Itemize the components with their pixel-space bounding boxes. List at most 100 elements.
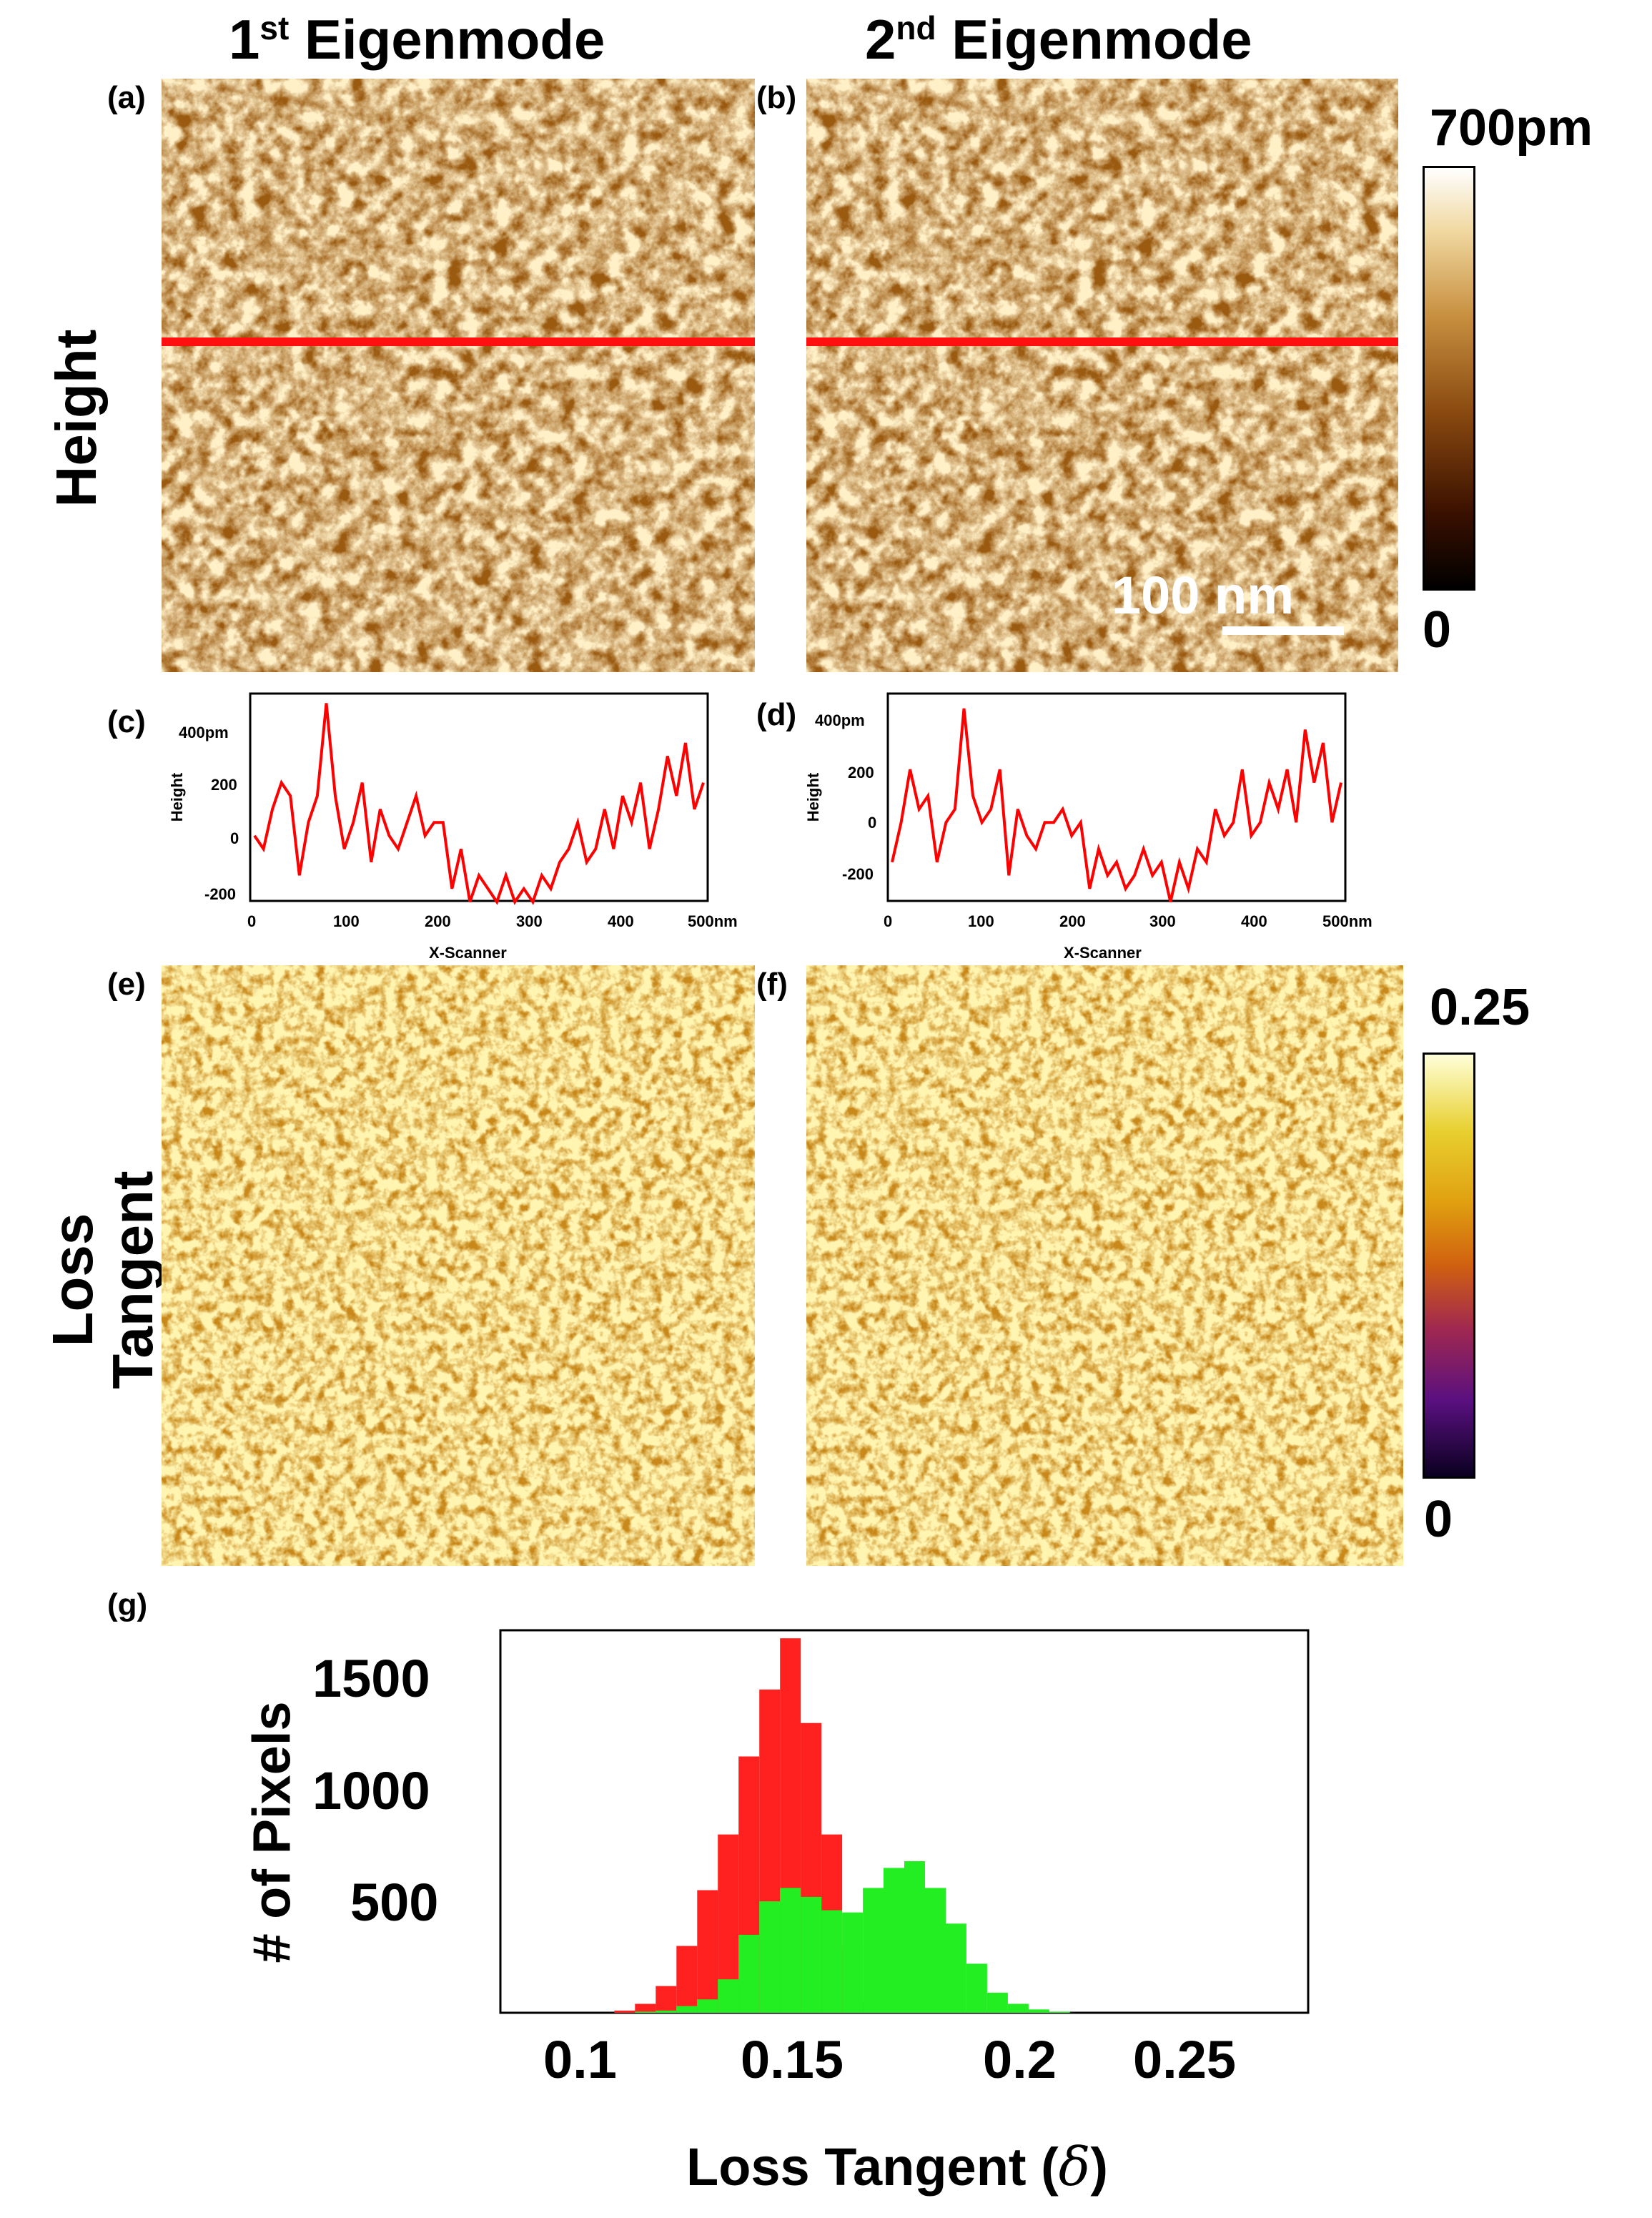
hist-ylabel: # of Pixels <box>242 1701 302 1963</box>
second-title-text: Eigenmode <box>936 8 1252 71</box>
profile-d-ylabel: Height <box>804 772 822 822</box>
profile-c-xtick-100: 100 <box>333 912 360 930</box>
profile-c-line <box>253 703 705 905</box>
hist-xtick-0.2: 0.2 <box>983 2030 1057 2089</box>
hist-bar-second-13 <box>884 1868 904 2013</box>
profile-d-xtick-500: 500nm <box>1322 912 1372 930</box>
panel-label-d: (d) <box>756 697 797 732</box>
hist-ytick-1500: 1500 <box>312 1649 430 1708</box>
loss-colorbar-max: 0.25 <box>1430 979 1530 1036</box>
first-title-text: Eigenmode <box>289 8 605 71</box>
hist-xtick-0.15: 0.15 <box>741 2030 844 2089</box>
first-eigenmode-title: 1st Eigenmode <box>229 7 605 72</box>
profile-line-a <box>162 337 755 346</box>
hist-bar-first-3 <box>676 1946 698 2013</box>
profile-c-ytick-200: 200 <box>211 776 237 794</box>
hist-bar-second-9 <box>801 1896 822 2013</box>
hist-bar-second-6 <box>738 1934 760 2013</box>
profile-d-xtick-100: 100 <box>968 912 994 930</box>
hist-bar-second-1 <box>635 2011 656 2013</box>
loss-tangent-map-f <box>806 965 1403 1566</box>
height-map-b <box>806 79 1398 672</box>
profile-d-xlabel: X-Scanner <box>1064 944 1142 962</box>
profile-d-xtick-300: 300 <box>1149 912 1176 930</box>
profile-d-xtick-200: 200 <box>1059 912 1086 930</box>
height-colorbar-max: 700pm <box>1430 99 1593 157</box>
second-title-number: 2 <box>865 8 896 71</box>
profile-c-xtick-500: 500nm <box>688 912 738 930</box>
histogram-series-second <box>635 1861 1070 2013</box>
hist-bar-second-5 <box>718 1979 739 2013</box>
profile-c-xtick-300: 300 <box>516 912 543 930</box>
profile-c-xtick-400: 400 <box>608 912 634 930</box>
hist-bar-second-3 <box>676 2006 698 2013</box>
profile-c-ytick-400: 400pm <box>179 724 229 741</box>
histogram-g <box>499 1629 1310 2014</box>
hist-xtick-0.1: 0.1 <box>543 2030 617 2089</box>
hist-bar-second-20 <box>1028 2009 1049 2013</box>
loss-tangent-row-label: Loss Tangent <box>41 1130 172 1430</box>
hist-bar-first-4 <box>697 1890 718 2013</box>
hist-bar-second-17 <box>966 1963 987 2013</box>
profile-c-ytick-neg200: -200 <box>204 885 237 903</box>
hist-bar-first-0 <box>614 2010 635 2013</box>
loss-tangent-map-e <box>162 965 755 1566</box>
profile-d-ytick-neg200: -200 <box>842 865 874 883</box>
hist-bar-second-14 <box>904 1861 925 2013</box>
hist-bar-first-1 <box>635 2003 656 2013</box>
profile-c-frame <box>249 692 709 902</box>
hist-bar-second-18 <box>986 1992 1008 2013</box>
second-title-sup: nd <box>896 9 936 46</box>
height-colorbar-min: 0 <box>1423 601 1452 659</box>
hist-xlabel: Loss Tangent (δ) <box>686 2136 1108 2198</box>
hist-bar-second-8 <box>780 1888 801 2013</box>
profile-c-xtick-0: 0 <box>247 912 257 930</box>
hist-bar-second-10 <box>821 1910 843 2013</box>
profile-d-xtick-0: 0 <box>884 912 893 930</box>
profile-c-ytick-0: 0 <box>230 829 239 847</box>
second-eigenmode-title: 2nd Eigenmode <box>865 7 1252 72</box>
hist-bar-second-19 <box>1007 2003 1029 2013</box>
hist-bar-second-11 <box>842 1912 864 2013</box>
profile-d-ytick-200: 200 <box>848 764 874 782</box>
scale-bar-label: 100 nm <box>1112 566 1295 625</box>
panel-label-g: (g) <box>107 1587 148 1622</box>
panel-label-b: (b) <box>756 80 797 115</box>
hist-bar-second-7 <box>759 1901 781 2013</box>
hist-bar-second-2 <box>656 2010 677 2013</box>
hist-bar-second-12 <box>863 1888 884 2013</box>
panel-label-f: (f) <box>756 967 788 1002</box>
profile-line-b <box>806 337 1398 346</box>
hist-bar-second-4 <box>697 1999 718 2013</box>
height-map-a <box>162 79 755 672</box>
hist-ytick-500: 500 <box>350 1873 439 1932</box>
loss-label-line2: Tangent <box>101 1170 164 1389</box>
panel-label-c: (c) <box>107 704 146 739</box>
panel-label-a: (a) <box>107 80 146 115</box>
loss-label-line1: Loss <box>41 1213 104 1347</box>
hist-ytick-1000: 1000 <box>312 1761 430 1820</box>
profile-d-ytick-0: 0 <box>868 814 877 832</box>
profile-plot-c <box>249 692 709 905</box>
hist-xlabel-delta: δ <box>1058 2136 1091 2198</box>
first-title-number: 1 <box>229 8 260 71</box>
hist-bar-second-21 <box>1049 2011 1070 2013</box>
profile-d-xtick-400: 400 <box>1241 912 1267 930</box>
hist-xlabel-close: ) <box>1090 2137 1108 2197</box>
height-colorbar <box>1423 166 1475 591</box>
hist-bar-second-16 <box>945 1923 966 2013</box>
profile-d-ytick-400: 400pm <box>815 711 865 729</box>
profile-d-line <box>891 708 1342 902</box>
loss-colorbar-min: 0 <box>1424 1491 1453 1548</box>
loss-colorbar <box>1423 1053 1475 1479</box>
profile-c-xtick-200: 200 <box>425 912 451 930</box>
profile-c-ylabel: Height <box>168 772 186 822</box>
profile-plot-d <box>886 692 1347 902</box>
hist-bar-first-2 <box>656 1986 677 2013</box>
height-row-label: Height <box>44 329 108 508</box>
profile-c-xlabel: X-Scanner <box>429 944 507 962</box>
hist-bar-second-15 <box>925 1888 946 2013</box>
panel-label-e: (e) <box>107 967 146 1002</box>
scale-bar <box>1222 626 1344 635</box>
hist-xtick-0.25: 0.25 <box>1133 2030 1237 2089</box>
